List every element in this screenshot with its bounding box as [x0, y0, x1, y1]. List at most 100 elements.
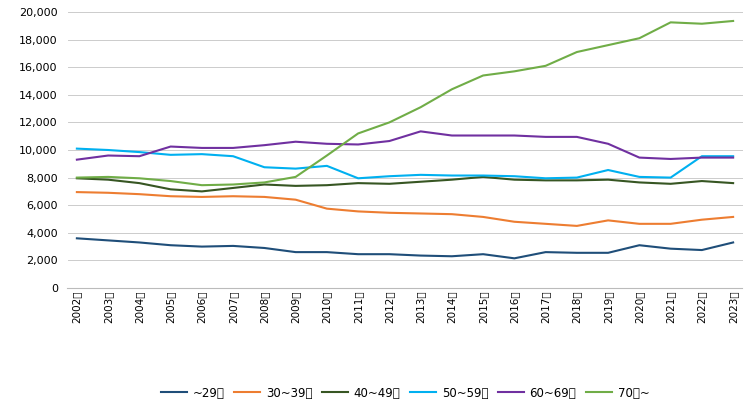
- 30~39歳: [353, 209, 362, 214]
- 50~59歳: [166, 152, 175, 157]
- ~29歳: [291, 250, 300, 254]
- 60~69歳: [416, 129, 425, 134]
- 40~49歳: [291, 184, 300, 188]
- 60~69歳: [728, 155, 737, 160]
- 70歳~: [229, 182, 238, 187]
- 60~69歳: [166, 144, 175, 149]
- 30~39歳: [510, 219, 519, 224]
- 70歳~: [541, 64, 550, 68]
- ~29歳: [135, 240, 144, 245]
- 70歳~: [385, 120, 394, 125]
- 60~69歳: [197, 146, 206, 150]
- 60~69歳: [666, 156, 675, 161]
- ~29歳: [229, 244, 238, 248]
- 40~49歳: [634, 180, 644, 185]
- ~29歳: [541, 250, 550, 254]
- 40~49歳: [510, 177, 519, 182]
- ~29歳: [104, 238, 112, 243]
- 50~59歳: [291, 166, 300, 171]
- 40~49歳: [416, 179, 425, 184]
- 60~69歳: [478, 133, 488, 138]
- 70歳~: [260, 180, 268, 185]
- ~29歳: [416, 253, 425, 258]
- 40~49歳: [166, 187, 175, 192]
- 30~39歳: [416, 211, 425, 216]
- 50~59歳: [104, 148, 112, 152]
- 60~69歳: [353, 142, 362, 147]
- 60~69歳: [634, 155, 644, 160]
- 40~49歳: [353, 181, 362, 186]
- 50~59歳: [510, 174, 519, 179]
- 30~39歳: [197, 194, 206, 199]
- 70歳~: [728, 18, 737, 23]
- 70歳~: [135, 176, 144, 181]
- 30~39歳: [322, 206, 332, 211]
- ~29歳: [666, 246, 675, 251]
- 70歳~: [353, 131, 362, 136]
- ~29歳: [353, 252, 362, 256]
- 70歳~: [416, 105, 425, 110]
- 60~69歳: [291, 139, 300, 144]
- ~29歳: [604, 250, 613, 255]
- 50~59歳: [260, 165, 268, 170]
- 70歳~: [322, 153, 332, 158]
- 30~39歳: [166, 194, 175, 199]
- 30~39歳: [634, 222, 644, 226]
- ~29歳: [72, 236, 81, 241]
- 60~69歳: [572, 134, 581, 139]
- 70歳~: [604, 43, 613, 48]
- ~29歳: [260, 246, 268, 250]
- ~29歳: [197, 244, 206, 249]
- 70歳~: [197, 183, 206, 188]
- 50~59歳: [666, 175, 675, 180]
- 30~39歳: [291, 197, 300, 202]
- ~29歳: [322, 250, 332, 254]
- 50~59歳: [72, 146, 81, 151]
- 50~59歳: [572, 175, 581, 180]
- 50~59歳: [541, 176, 550, 181]
- 50~59歳: [728, 154, 737, 159]
- Line: 40~49歳: 40~49歳: [76, 177, 733, 191]
- ~29歳: [728, 240, 737, 245]
- 40~49歳: [698, 179, 706, 184]
- 40~49歳: [541, 178, 550, 183]
- Line: ~29歳: ~29歳: [76, 238, 733, 258]
- 70歳~: [104, 174, 112, 179]
- 40~49歳: [135, 181, 144, 186]
- 40~49歳: [197, 189, 206, 194]
- 70歳~: [72, 175, 81, 180]
- 40~49歳: [322, 183, 332, 188]
- 70歳~: [634, 36, 644, 41]
- 40~49歳: [260, 182, 268, 187]
- 60~69歳: [104, 153, 112, 158]
- 40~49歳: [666, 182, 675, 186]
- 60~69歳: [510, 133, 519, 138]
- 40~49歳: [728, 181, 737, 186]
- 30~39歳: [666, 222, 675, 226]
- 30~39歳: [478, 214, 488, 219]
- 30~39歳: [229, 194, 238, 199]
- 30~39歳: [72, 190, 81, 194]
- 60~69歳: [260, 143, 268, 148]
- 60~69歳: [322, 141, 332, 146]
- 50~59歳: [385, 174, 394, 179]
- 30~39歳: [604, 218, 613, 223]
- 60~69歳: [604, 141, 613, 146]
- 40~49歳: [385, 182, 394, 186]
- 40~49歳: [478, 174, 488, 179]
- 50~59歳: [416, 172, 425, 177]
- Line: 60~69歳: 60~69歳: [76, 131, 733, 160]
- 60~69歳: [135, 154, 144, 159]
- ~29歳: [447, 254, 456, 259]
- 30~39歳: [698, 217, 706, 222]
- 70歳~: [447, 87, 456, 92]
- 40~49歳: [104, 177, 112, 182]
- 30~39歳: [728, 214, 737, 219]
- Legend: ~29歳, 30~39歳, 40~49歳, 50~59歳, 60~69歳, 70歳~: ~29歳, 30~39歳, 40~49歳, 50~59歳, 60~69歳, 70…: [156, 382, 654, 400]
- 70歳~: [698, 21, 706, 26]
- 50~59歳: [698, 154, 706, 159]
- Line: 50~59歳: 50~59歳: [76, 149, 733, 178]
- 70歳~: [666, 20, 675, 25]
- Line: 70歳~: 70歳~: [76, 21, 733, 185]
- 60~69歳: [229, 146, 238, 150]
